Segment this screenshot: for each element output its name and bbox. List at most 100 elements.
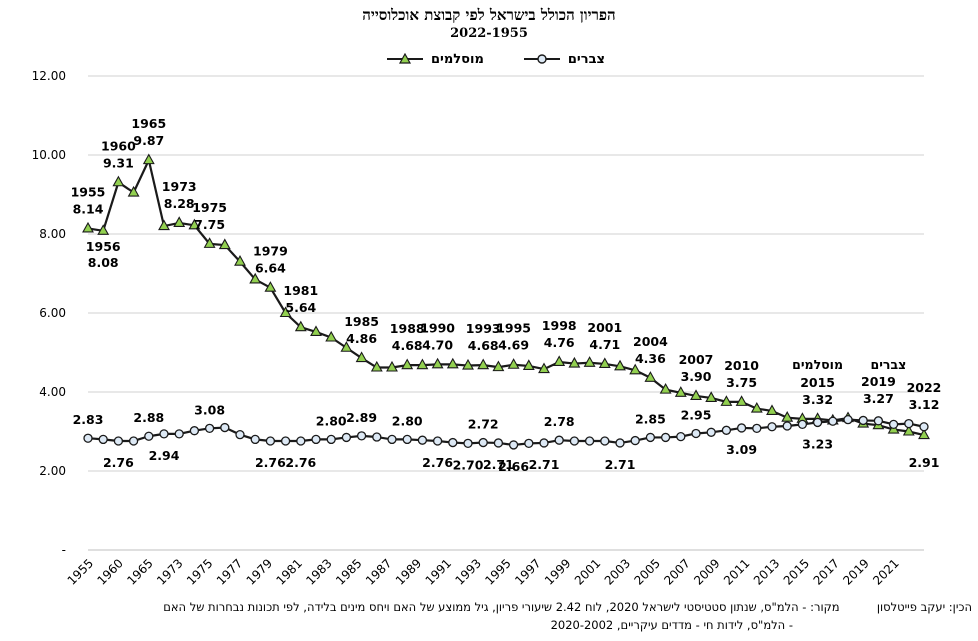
point-muslims bbox=[918, 428, 930, 440]
point-jews bbox=[402, 434, 412, 445]
point-jews bbox=[189, 426, 200, 436]
year-label: 1965 bbox=[131, 116, 166, 131]
point-muslims bbox=[720, 395, 733, 406]
point-muslims bbox=[370, 360, 383, 372]
x-tick-label: 1977 bbox=[214, 556, 245, 587]
point-muslims bbox=[173, 216, 186, 227]
point-muslims bbox=[446, 357, 459, 369]
point-muslims bbox=[188, 218, 201, 230]
point-muslims bbox=[249, 272, 262, 284]
point-jews bbox=[660, 432, 671, 443]
data-label: 9.31 bbox=[103, 155, 134, 170]
x-tick-label: 1991 bbox=[423, 556, 454, 587]
year-label: 1960 bbox=[101, 138, 136, 153]
point-jews bbox=[326, 434, 336, 445]
point-jews bbox=[372, 432, 382, 442]
point-muslims bbox=[492, 360, 505, 372]
x-tick-label: 1999 bbox=[542, 556, 573, 587]
point-jews bbox=[736, 423, 747, 433]
point-muslims bbox=[644, 371, 657, 382]
y-tick-label: - bbox=[62, 543, 66, 557]
point-muslims bbox=[553, 355, 566, 367]
point-muslims bbox=[340, 341, 353, 352]
point-jews bbox=[265, 436, 276, 446]
point-muslims bbox=[735, 395, 748, 406]
year-label: 1955 bbox=[71, 184, 106, 199]
x-tick-label: 1993 bbox=[453, 556, 484, 587]
point-jews bbox=[706, 427, 716, 437]
point-jews bbox=[721, 425, 732, 435]
point-muslims bbox=[522, 359, 535, 370]
point-muslims bbox=[538, 362, 550, 374]
data-label: 2.76 bbox=[422, 455, 453, 470]
point-jews bbox=[463, 438, 473, 449]
point-muslims bbox=[203, 237, 216, 248]
data-label: 4.76 bbox=[544, 335, 575, 350]
point-muslims bbox=[614, 359, 626, 371]
point-jews bbox=[873, 416, 884, 426]
data-label: 2.71 bbox=[483, 457, 514, 472]
legend-item-jews: צברים bbox=[522, 52, 605, 67]
year-label: 1993 bbox=[466, 321, 501, 336]
year-label: 1990 bbox=[420, 320, 455, 335]
series-group-label: צברים bbox=[871, 357, 907, 372]
point-jews bbox=[250, 434, 260, 445]
point-muslims bbox=[431, 357, 444, 369]
year-label: 1979 bbox=[253, 244, 288, 259]
data-label: 2.76 bbox=[285, 455, 316, 470]
point-jews bbox=[296, 436, 306, 446]
data-label: 4.68 bbox=[392, 338, 423, 353]
point-muslims bbox=[674, 386, 687, 397]
point-muslims bbox=[127, 185, 140, 197]
chart-legend: צברים מוסלמים bbox=[385, 48, 605, 70]
footer-credit: הכין: יעקב פייטלסון bbox=[876, 600, 972, 614]
point-muslims bbox=[766, 404, 778, 416]
point-jews bbox=[113, 436, 124, 446]
data-label: 2.71 bbox=[605, 457, 636, 472]
data-label: 2.89 bbox=[346, 410, 377, 425]
year-label: 2015 bbox=[800, 375, 835, 390]
y-tick-label: 10.00 bbox=[32, 148, 66, 162]
point-muslims bbox=[902, 424, 915, 436]
point-muslims bbox=[158, 219, 170, 231]
y-tick-label: 2.00 bbox=[39, 464, 66, 478]
data-label: 2.66 bbox=[498, 459, 529, 474]
data-label: 4.68 bbox=[468, 338, 499, 353]
point-jews bbox=[600, 436, 610, 446]
point-jews bbox=[888, 419, 899, 430]
point-muslims bbox=[97, 224, 110, 235]
data-label: 3.75 bbox=[726, 375, 757, 390]
x-tick-label: 2021 bbox=[870, 556, 901, 587]
point-jews bbox=[767, 422, 777, 432]
data-label: 3.23 bbox=[802, 436, 833, 451]
point-muslims bbox=[462, 358, 474, 370]
point-jews bbox=[341, 432, 352, 443]
point-jews bbox=[83, 433, 93, 443]
point-muslims bbox=[659, 382, 672, 394]
data-label: 2.78 bbox=[544, 414, 575, 429]
point-muslims bbox=[477, 358, 490, 370]
data-label: 2.88 bbox=[133, 410, 164, 425]
point-jews bbox=[584, 436, 595, 446]
y-tick-label: 4.00 bbox=[39, 385, 66, 399]
data-label: 4.70 bbox=[422, 337, 453, 352]
data-label: 2.76 bbox=[103, 455, 134, 470]
point-jews bbox=[144, 431, 154, 441]
point-jews bbox=[828, 416, 838, 426]
point-muslims bbox=[690, 389, 702, 401]
data-label: 2.85 bbox=[635, 411, 666, 426]
point-jews bbox=[432, 436, 443, 446]
data-label: 2.80 bbox=[392, 413, 423, 428]
x-tick-label: 1975 bbox=[184, 556, 215, 587]
legend-label-muslims: מוסלמים bbox=[431, 51, 484, 67]
data-label: 2.91 bbox=[909, 455, 940, 470]
legend-label-jews: צברים bbox=[567, 51, 605, 67]
point-muslims bbox=[583, 356, 596, 367]
data-label: 3.12 bbox=[909, 397, 940, 412]
x-tick-label: 2001 bbox=[572, 556, 603, 587]
footer-source-2: - הלמ"ס, לידות חי - מדדים עיקריים, 2020-… bbox=[550, 618, 793, 632]
y-tick-label: 6.00 bbox=[39, 306, 66, 320]
x-tick-label: 1960 bbox=[94, 556, 125, 587]
legend-item-muslims: מוסלמים bbox=[385, 52, 484, 67]
x-tick-label: 2013 bbox=[751, 556, 782, 587]
